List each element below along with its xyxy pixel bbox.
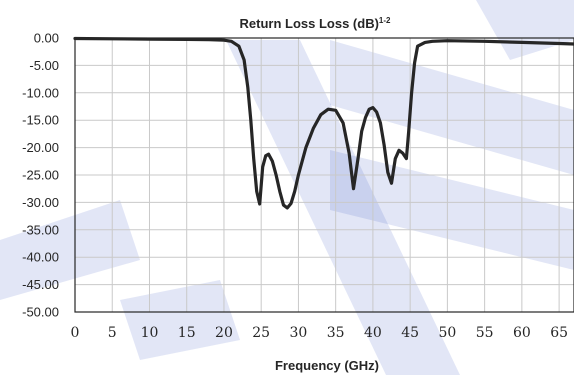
- x-tick-label: 0: [71, 325, 80, 341]
- x-tick-label: 50: [438, 325, 456, 341]
- x-tick-label: 5: [108, 325, 117, 341]
- chart-title: Return Loss Loss (dB)1-2: [240, 16, 392, 31]
- x-tick-label: 60: [513, 325, 531, 341]
- x-tick-label: 40: [364, 325, 382, 341]
- grid: [74, 37, 574, 313]
- y-tick-label: -30.00: [22, 195, 59, 210]
- x-tick-label: 45: [401, 325, 419, 341]
- x-tick-label: 65: [550, 325, 568, 341]
- x-tick-label: 30: [290, 325, 308, 341]
- plot-area-frame: [74, 37, 574, 313]
- series-line-return-loss: [73, 36, 574, 210]
- y-tick-label: -15.00: [22, 113, 59, 128]
- x-tick-label: 35: [327, 325, 345, 341]
- x-tick-label: 25: [252, 325, 270, 341]
- x-tick-label: 15: [178, 325, 196, 341]
- y-tick-label: -35.00: [22, 222, 59, 237]
- y-tick-label: 0.00: [34, 31, 59, 46]
- y-tick-label: -50.00: [22, 305, 59, 320]
- y-tick-label: -20.00: [22, 140, 59, 155]
- x-axis-ticks: 0 5 10 15 20 25 30 35 40 45 50 55 60 65: [71, 325, 568, 341]
- y-tick-label: -10.00: [22, 85, 59, 100]
- y-tick-label: -5.00: [29, 58, 59, 73]
- x-tick-label: 10: [141, 325, 159, 341]
- y-tick-label: -40.00: [22, 250, 59, 265]
- y-tick-label: -45.00: [22, 277, 59, 292]
- x-tick-label: 55: [476, 325, 494, 341]
- y-tick-label: -25.00: [22, 168, 59, 183]
- x-axis-label: Frequency (GHz): [275, 358, 379, 373]
- y-axis-ticks: 0.00 -5.00 -10.00 -15.00 -20.00 -25.00 -30.00 -…: [22, 31, 59, 320]
- x-tick-label: 20: [215, 325, 233, 341]
